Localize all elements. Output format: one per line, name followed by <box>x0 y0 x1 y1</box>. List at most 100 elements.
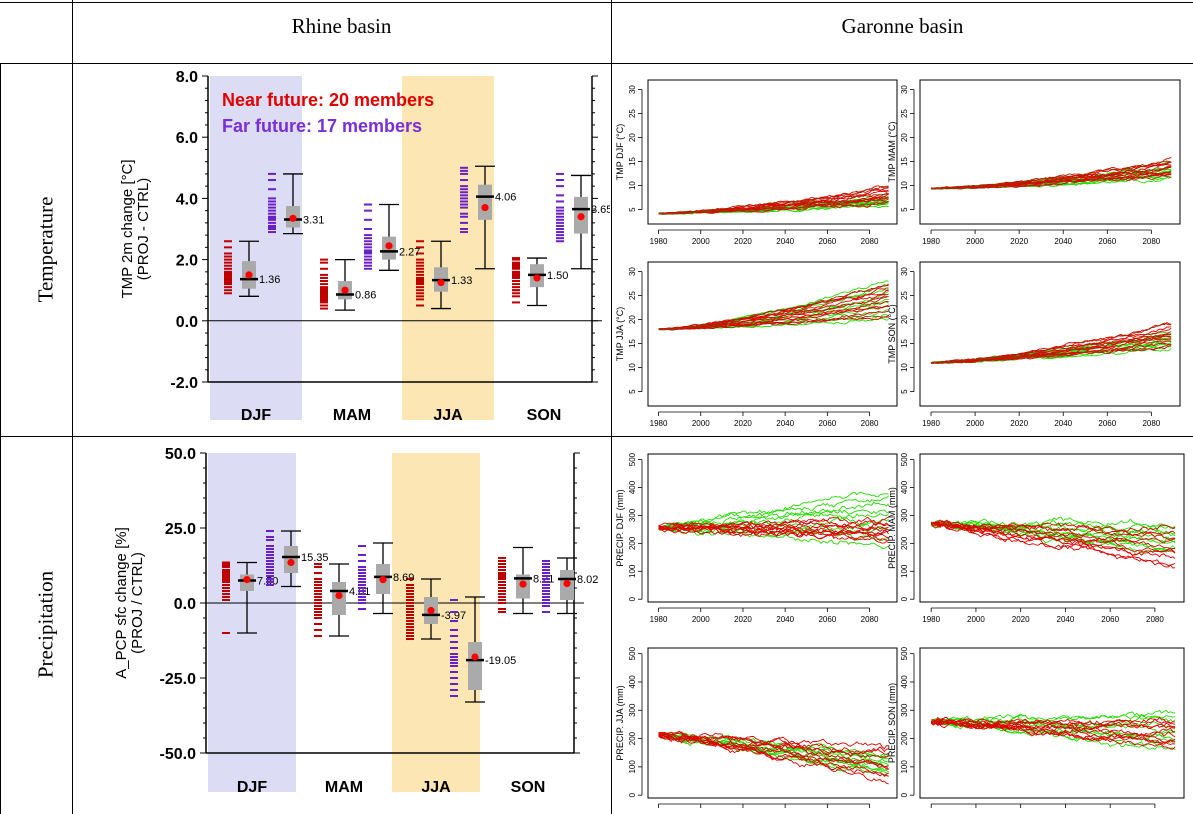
panel-x-tick-label: 2000 <box>692 615 710 624</box>
panel-x-tick-label: 1980 <box>922 615 940 624</box>
y-axis-label: TMP 2m change [°C] <box>119 159 136 298</box>
box-median-label: 0.86 <box>355 289 376 301</box>
panel-x-tick-label: 2000 <box>967 811 985 812</box>
panel-frame <box>919 261 1181 407</box>
panel-y-tick-label: 20 <box>900 315 909 324</box>
box-iqr <box>468 642 482 690</box>
series-line-red <box>658 735 889 770</box>
panel-y-tick-label: 30 <box>900 85 909 94</box>
panel-y-tick-label: 10 <box>900 363 909 372</box>
legend-entry: Near future: 20 members <box>222 90 434 110</box>
series-line-green <box>930 516 1176 530</box>
panel-y-tick-label: 500 <box>900 452 909 466</box>
series-line-red <box>658 735 889 785</box>
panel-x-tick-label: 2000 <box>967 615 985 624</box>
box-mean <box>519 580 527 588</box>
panel-y-tick-label: 15 <box>900 339 909 348</box>
series-line-brown <box>930 174 1172 190</box>
panel-x-tick-label: 2000 <box>692 237 710 246</box>
series-line-brown <box>930 160 1172 190</box>
panel-y-tick-label: 200 <box>628 536 637 550</box>
panel-y-tick-label: 200 <box>900 731 909 745</box>
panel-x-tick-label: 1980 <box>650 419 668 428</box>
panel-y-tick-label: 300 <box>900 508 909 522</box>
panel-x-tick-label: 2040 <box>1057 811 1075 812</box>
panel-y-tick-label: 300 <box>628 508 637 522</box>
box-median-label: 3.65 <box>591 204 610 216</box>
panel-y-label: TMP SON (°C) <box>887 304 897 363</box>
series-line-green <box>931 518 1176 531</box>
garonne-panel-3: 5 10 15 20 25 30 TMP JJA (°C) 1980 2000 2020 2040 2… <box>615 261 898 428</box>
panel-y-tick-label: 300 <box>900 703 909 717</box>
panel-y-tick-label: 5 <box>900 389 909 394</box>
table-border-top <box>0 2 1193 3</box>
panel-frame <box>647 453 898 603</box>
series-line-brown <box>658 295 889 331</box>
box-mean <box>287 558 295 567</box>
series-line-red <box>658 518 889 531</box>
series-line-red <box>658 733 889 777</box>
header-garonne: Garonne basin <box>841 14 964 38</box>
category-label-djf: DJF <box>237 779 267 796</box>
panel-y-tick-label: 100 <box>900 760 909 774</box>
box-median-label: 3.31 <box>303 215 324 227</box>
category-label-jja: JJA <box>433 407 463 424</box>
panel-x-tick-label: 2060 <box>818 811 836 812</box>
y-tick-label: 25.0 <box>165 521 196 538</box>
panel-y-tick-label: 100 <box>900 564 909 578</box>
panel-x-tick-label: 2040 <box>776 615 794 624</box>
box-mean <box>385 242 393 250</box>
panel-y-tick-label: 15 <box>900 157 909 166</box>
panel-x-tick-label: 2020 <box>1012 615 1030 624</box>
panel-x-tick-label: 2060 <box>818 419 836 428</box>
rhine-precipitation-chart: 50.0 25.0 0.0 -25.0 -50.0 A_PCP sfc change [%… <box>113 446 598 796</box>
rhine-temperature-chart: 8.0 6.0 4.0 2.0 0.0 -2.0 TMP 2m change [°C] (PR… <box>119 69 610 424</box>
panel-x-tick-label: 2080 <box>861 811 879 812</box>
panel-x-tick-label: 2080 <box>861 419 879 428</box>
row-label-temperature: Temperature <box>33 196 58 303</box>
panel-y-tick-label: 400 <box>628 480 637 494</box>
series-line-red <box>658 732 889 754</box>
garonne-panel-2: 0 100 200 300 400 500 PRECIP. MAM (mm) 1980 2000… <box>887 452 1185 624</box>
series-line-red <box>931 718 1176 740</box>
category-label-jja: JJA <box>421 779 451 796</box>
panel-x-tick-label: 2000 <box>692 419 710 428</box>
garonne-panel-3: 0 100 200 300 400 500 PRECIP. JJA (mm) 1980 2000… <box>615 646 898 812</box>
box-median-label: 4.06 <box>495 192 516 204</box>
series-line-green <box>658 501 889 530</box>
series-line-green <box>658 491 889 531</box>
box-median-label: 15.35 <box>301 552 329 564</box>
panel-frame <box>919 79 1181 225</box>
series-line-red <box>658 520 889 531</box>
y-tick-label: -50.0 <box>160 746 197 763</box>
panel-y-label: PRECIP. MAM (mm) <box>887 487 897 569</box>
panel-x-tick-label: 2060 <box>1101 811 1119 812</box>
box-mean <box>379 576 387 584</box>
panel-y-label: TMP MAM (°C) <box>887 122 897 183</box>
panel-y-tick-label: 25 <box>900 109 909 118</box>
panel-x-tick-label: 1980 <box>922 419 940 428</box>
panel-x-tick-label: 1980 <box>650 237 668 246</box>
panel-x-tick-label: 2020 <box>1010 419 1028 428</box>
box-mean <box>577 213 585 221</box>
box-median-label: 1.33 <box>451 275 472 287</box>
panel-x-tick-label: 2080 <box>861 615 879 624</box>
y-axis-label-2: (PROJ / CTRL) <box>129 552 146 654</box>
box-median-label: -19.05 <box>485 655 516 667</box>
panel-x-tick-label: 2060 <box>818 615 836 624</box>
box-mean <box>481 203 489 212</box>
series-line-red <box>658 516 889 529</box>
panel-y-tick-label: 25 <box>628 291 637 300</box>
row-label-precipitation: Precipitation <box>33 570 58 679</box>
series-line-red <box>931 520 1176 533</box>
box-median-label: 1.50 <box>547 270 568 282</box>
panel-frame <box>647 79 898 225</box>
box-mean <box>437 278 445 287</box>
series-line-red <box>930 156 1172 190</box>
table-divider-rows <box>0 436 1193 437</box>
panel-y-tick-label: 30 <box>628 85 637 94</box>
panel-x-tick-label: 2040 <box>1057 615 1075 624</box>
series-line-brown <box>930 322 1172 364</box>
box-iqr <box>478 184 492 220</box>
